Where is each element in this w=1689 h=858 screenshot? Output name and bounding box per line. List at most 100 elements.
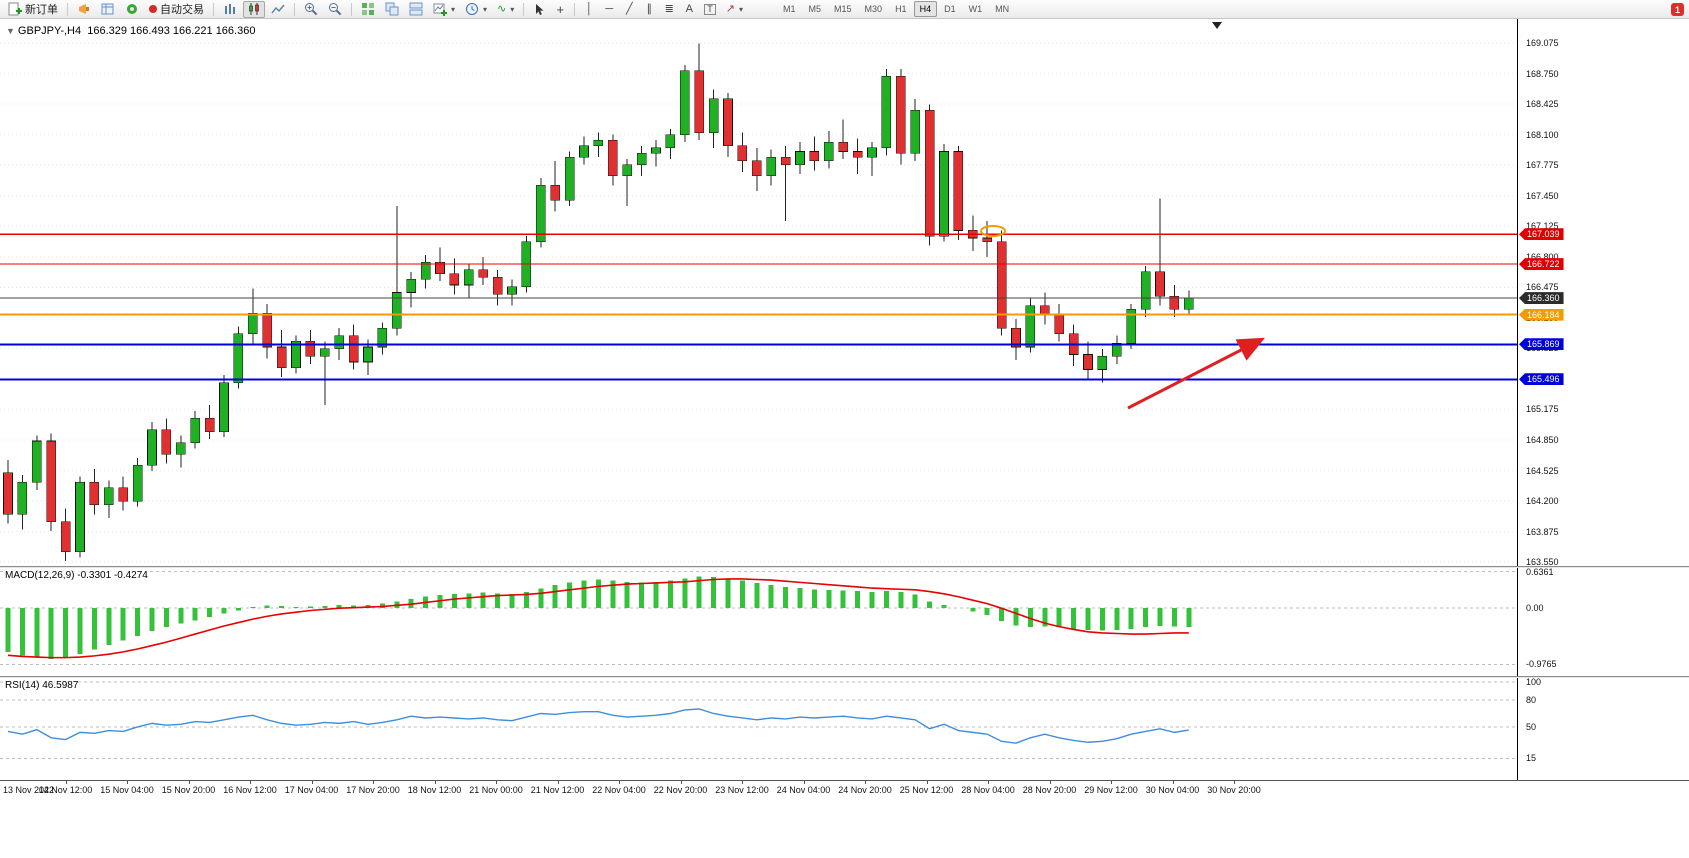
channel-tool[interactable]: ∥	[640, 1, 658, 18]
timeframe-m30[interactable]: M30	[864, 4, 883, 14]
zoom-in-button[interactable]	[300, 1, 322, 18]
market-watch-icon	[101, 3, 114, 15]
auto-trading-button[interactable]: 自动交易	[145, 1, 208, 18]
arrow-tool-icon: ↗	[725, 2, 735, 15]
time-label: 28 Nov 20:00	[1022, 785, 1077, 795]
text-tool[interactable]: A	[680, 1, 698, 18]
timeframe-m15[interactable]: M15	[834, 4, 852, 14]
panel-divider[interactable]	[0, 566, 1689, 568]
price-tick-label: 164.525	[1526, 465, 1559, 476]
macd-tick-label: -0.9765	[1526, 659, 1557, 670]
candlestick-chart-type-button[interactable]	[243, 0, 265, 18]
time-tick	[742, 781, 743, 784]
time-label: 22 Nov 20:00	[653, 785, 708, 795]
cursor-tool-button[interactable]	[529, 1, 549, 18]
candles	[3, 43, 1194, 562]
trend-arrow[interactable]	[1127, 337, 1266, 410]
timeframe-h4[interactable]: H4	[913, 1, 938, 17]
chevron-down-icon: ▾	[738, 4, 743, 14]
macd-histogram	[5, 576, 1192, 659]
time-label: 21 Nov 00:00	[469, 785, 523, 795]
new-order-icon	[8, 2, 22, 16]
price-badge: 166.184	[1519, 308, 1564, 321]
time-axis[interactable]: 13 Nov 2022 14 Nov 12:00 15 Nov 04:00 15 No…	[0, 780, 1689, 798]
timeframe-m5[interactable]: M5	[808, 4, 822, 14]
notification-badge[interactable]: 1	[1671, 3, 1684, 16]
trendline-tool[interactable]: ╱	[620, 1, 638, 18]
time-label: 24 Nov 20:00	[838, 785, 892, 795]
time-tick	[188, 781, 190, 784]
tile-windows-button[interactable]	[357, 1, 379, 18]
time-label: 18 Nov 12:00	[407, 785, 462, 795]
fibonacci-icon: ≣	[664, 2, 674, 15]
macd-label: MACD(12,26,9) -0.3301 -0.4274	[5, 570, 148, 581]
label-tool[interactable]: T	[700, 1, 720, 18]
toolbar: 新订单 自动交易 ▾ ▾	[0, 0, 1689, 19]
rsi-tick-label: 100	[1526, 677, 1542, 688]
time-label: 17 Nov 20:00	[346, 785, 400, 795]
price-tick-label: 168.750	[1526, 68, 1559, 79]
time-label: 13 Nov 2022	[3, 785, 55, 795]
time-label: 22 Nov 04:00	[592, 785, 646, 795]
time-label: 30 Nov 04:00	[1145, 785, 1200, 795]
zoom-out-button[interactable]	[324, 1, 346, 18]
horizontal-line-icon: ─	[605, 2, 614, 15]
line-chart-type-button[interactable]	[267, 1, 289, 18]
new-order-button[interactable]: 新订单	[4, 1, 62, 18]
arrange-windows-button[interactable]	[405, 1, 427, 18]
cascade-windows-icon	[385, 2, 399, 16]
chart-shift-marker[interactable]	[1212, 22, 1222, 29]
crosshair-tool-button[interactable]: +	[551, 1, 569, 18]
navigator-button[interactable]	[121, 1, 143, 18]
cascade-windows-button[interactable]	[381, 1, 403, 18]
macd-panel[interactable]	[0, 568, 1517, 676]
circle-annotation[interactable]	[980, 225, 1006, 237]
price-tick-label: 167.450	[1526, 190, 1559, 201]
line-chart-icon	[271, 4, 285, 14]
market-watch-button[interactable]	[97, 1, 119, 18]
time-tick	[680, 781, 682, 784]
time-tick	[434, 781, 436, 784]
vertical-line-icon: │	[585, 2, 593, 15]
bar-chart-type-button[interactable]	[219, 1, 241, 18]
zoom-out-icon	[329, 3, 342, 16]
label-tool-icon: T	[704, 3, 716, 15]
main-price-chart[interactable]	[0, 19, 1517, 566]
megaphone-icon	[79, 4, 89, 14]
symbol-label: GBPJPY-,H4	[17, 25, 82, 37]
price-tick-label: 163.550	[1526, 557, 1559, 568]
cursor-icon	[536, 3, 544, 15]
rsi-panel[interactable]	[0, 678, 1517, 780]
new-chart-button[interactable]: ▾	[429, 1, 459, 18]
vertical-line-tool[interactable]: │	[580, 1, 598, 18]
time-tick	[311, 781, 313, 784]
chevron-down-icon: ▾	[483, 4, 488, 14]
indicators-button[interactable]: ∿ ▾	[493, 1, 518, 18]
panel-divider[interactable]	[0, 676, 1689, 678]
macd-tick-label: 0.00	[1526, 603, 1544, 614]
time-label: 15 Nov 04:00	[100, 785, 154, 795]
timeframe-h1[interactable]: H1	[895, 4, 907, 14]
timeframe-d1[interactable]: D1	[944, 4, 956, 14]
fibonacci-tool[interactable]: ≣	[660, 1, 678, 18]
chevron-down-icon: ▾	[451, 4, 456, 14]
time-tick	[1172, 781, 1174, 784]
horizontal-line-tool[interactable]: ─	[600, 1, 618, 18]
news-button[interactable]	[73, 1, 95, 18]
time-tick	[557, 781, 559, 784]
arrows-tool[interactable]: ↗ ▾	[722, 1, 747, 18]
timeframe-m1[interactable]: M1	[783, 4, 796, 14]
timeframe-w1[interactable]: W1	[968, 4, 983, 14]
price-tick-label: 163.875	[1526, 526, 1559, 537]
time-label: 15 Nov 20:00	[161, 785, 216, 795]
time-tick	[1111, 781, 1112, 784]
ohlc-values: 166.329 166.493 166.221 166.360	[87, 25, 256, 37]
price-tick-label: 167.125	[1526, 221, 1559, 232]
time-tick	[250, 781, 251, 784]
price-axis[interactable]: 169.075 168.750 168.425 168.100 167.775 167.4…	[1517, 19, 1689, 780]
arrange-windows-icon	[409, 2, 423, 16]
rsi-line	[7, 708, 1189, 744]
toolbar-separator	[574, 2, 576, 16]
profiles-button[interactable]: ▾	[461, 1, 491, 18]
timeframe-mn[interactable]: MN	[995, 4, 1010, 14]
